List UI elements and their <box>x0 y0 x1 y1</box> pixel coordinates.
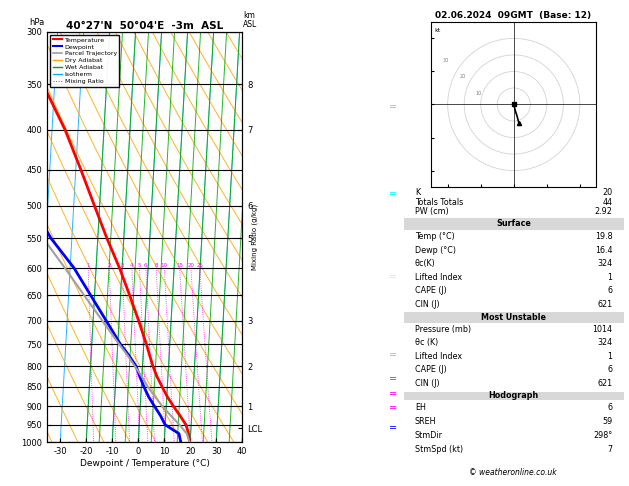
Text: 44: 44 <box>603 198 613 207</box>
Text: 02.06.2024  09GMT  (Base: 12): 02.06.2024 09GMT (Base: 12) <box>435 11 591 20</box>
Bar <box>404 312 623 323</box>
Text: Lifted Index: Lifted Index <box>415 273 462 282</box>
Text: Totals Totals: Totals Totals <box>415 198 463 207</box>
Text: CAPE (J): CAPE (J) <box>415 286 447 295</box>
Text: 1: 1 <box>86 263 90 268</box>
Text: 20: 20 <box>187 263 194 268</box>
Text: 16.4: 16.4 <box>595 245 613 255</box>
Text: Temp (°C): Temp (°C) <box>415 232 455 241</box>
Text: 19.8: 19.8 <box>595 232 613 241</box>
Text: 5: 5 <box>138 263 142 268</box>
Text: Most Unstable: Most Unstable <box>481 313 546 322</box>
Text: 20: 20 <box>459 74 465 79</box>
Text: 8: 8 <box>154 263 158 268</box>
Text: © weatheronline.co.uk: © weatheronline.co.uk <box>469 468 557 477</box>
Text: SREH: SREH <box>415 417 437 426</box>
Text: 621: 621 <box>598 300 613 309</box>
Text: 15: 15 <box>176 263 183 268</box>
Text: 3: 3 <box>121 263 124 268</box>
Text: Hodograph: Hodograph <box>489 391 539 400</box>
Text: 1014: 1014 <box>593 325 613 334</box>
Text: θᴄ (K): θᴄ (K) <box>415 338 438 347</box>
Text: 6: 6 <box>608 403 613 412</box>
Text: 1: 1 <box>608 352 613 361</box>
Text: PW (cm): PW (cm) <box>415 207 448 216</box>
Text: 59: 59 <box>603 417 613 426</box>
Text: StmDir: StmDir <box>415 431 443 440</box>
Text: 6: 6 <box>144 263 148 268</box>
Text: =: = <box>389 374 397 384</box>
Text: K: K <box>415 188 420 197</box>
Text: CAPE (J): CAPE (J) <box>415 365 447 374</box>
X-axis label: Dewpoint / Temperature (°C): Dewpoint / Temperature (°C) <box>80 459 209 468</box>
Text: =: = <box>389 102 397 112</box>
Text: =: = <box>389 389 397 399</box>
Text: 7: 7 <box>608 445 613 454</box>
Bar <box>404 218 623 230</box>
Text: 10: 10 <box>161 263 168 268</box>
Text: 324: 324 <box>598 338 613 347</box>
Text: CIN (J): CIN (J) <box>415 300 440 309</box>
Text: Pressure (mb): Pressure (mb) <box>415 325 471 334</box>
Bar <box>404 392 623 400</box>
Text: StmSpd (kt): StmSpd (kt) <box>415 445 463 454</box>
Text: 298°: 298° <box>593 431 613 440</box>
Text: 25: 25 <box>196 263 203 268</box>
Text: =: = <box>389 272 397 282</box>
Text: =: = <box>389 350 397 360</box>
Text: kt: kt <box>435 28 441 33</box>
Text: km
ASL: km ASL <box>243 11 258 29</box>
Text: Lifted Index: Lifted Index <box>415 352 462 361</box>
Text: =: = <box>389 190 397 199</box>
Text: Mixing Ratio (g/kg): Mixing Ratio (g/kg) <box>252 204 258 270</box>
Text: =: = <box>389 403 397 413</box>
Title: 40°27'N  50°04'E  -3m  ASL: 40°27'N 50°04'E -3m ASL <box>66 21 223 31</box>
Text: 1: 1 <box>608 273 613 282</box>
Text: CIN (J): CIN (J) <box>415 379 440 388</box>
Text: EH: EH <box>415 403 426 412</box>
Text: hPa: hPa <box>30 18 45 28</box>
Text: 6: 6 <box>608 286 613 295</box>
Text: θᴄ(K): θᴄ(K) <box>415 259 436 268</box>
Legend: Temperature, Dewpoint, Parcel Trajectory, Dry Adiabat, Wet Adiabat, Isotherm, Mi: Temperature, Dewpoint, Parcel Trajectory… <box>50 35 120 87</box>
Text: Dewp (°C): Dewp (°C) <box>415 245 456 255</box>
Text: 324: 324 <box>598 259 613 268</box>
Text: 30: 30 <box>443 57 449 63</box>
Text: =: = <box>389 423 397 433</box>
Text: 4: 4 <box>130 263 133 268</box>
Text: 2: 2 <box>108 263 111 268</box>
Text: 10: 10 <box>476 90 482 96</box>
Text: 6: 6 <box>608 365 613 374</box>
Text: 2.92: 2.92 <box>595 207 613 216</box>
Text: Surface: Surface <box>496 219 532 228</box>
Text: 20: 20 <box>603 188 613 197</box>
Text: 621: 621 <box>598 379 613 388</box>
